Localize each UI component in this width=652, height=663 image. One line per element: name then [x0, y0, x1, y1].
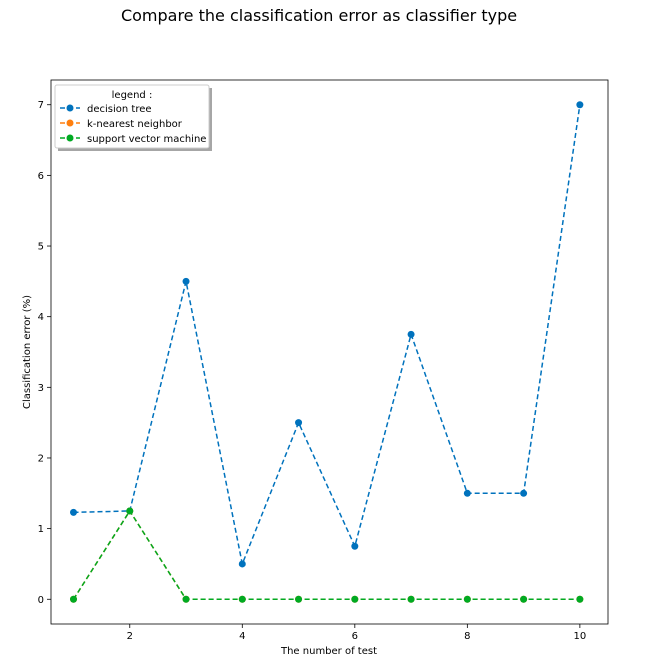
legend-marker [66, 104, 74, 112]
legend-label: decision tree [87, 104, 152, 115]
y-tick-label: 5 [38, 242, 44, 253]
data-point [238, 560, 246, 568]
data-point [70, 595, 78, 603]
y-axis: 0 1 2 3 4 5 6 7 [38, 100, 51, 606]
series-line [73, 104, 581, 567]
series-2 [70, 507, 584, 603]
y-tick-label: 7 [38, 100, 44, 111]
data-point [295, 595, 303, 603]
legend-entry: decision tree [60, 104, 152, 115]
y-tick-label: 3 [38, 383, 44, 394]
legend-box [54, 84, 210, 149]
chart-title: Compare the classification error as clas… [121, 6, 517, 25]
data-point [238, 595, 246, 603]
y-axis-label: Classification error (%) [22, 295, 33, 409]
series-line [72, 509, 580, 601]
legend-label: support vector machine [87, 134, 206, 145]
y-tick-label: 2 [38, 453, 44, 464]
series-1 [70, 101, 584, 568]
y-tick-label: 4 [38, 312, 44, 323]
data-point [182, 277, 190, 285]
series-layer [70, 101, 584, 603]
data-point [407, 595, 415, 603]
legend-entry: k-nearest neighbor [60, 119, 183, 130]
data-point [520, 489, 528, 497]
series-line [72, 509, 580, 601]
data-point [70, 508, 78, 516]
data-point [295, 419, 303, 427]
data-point [407, 330, 415, 338]
y-tick-label: 1 [38, 524, 44, 535]
x-tick-label: 4 [239, 631, 245, 642]
data-point [520, 595, 528, 603]
legend: legend : decision tree k-nearest neighbor… [54, 84, 212, 151]
data-point [351, 542, 359, 550]
data-point [576, 101, 584, 109]
legend-marker [66, 119, 74, 127]
legend-entry: support vector machine [60, 134, 206, 145]
x-axis-label: The number of test [280, 646, 377, 657]
plot-frame [50, 79, 609, 625]
data-point [351, 595, 359, 603]
legend-title: legend : [112, 90, 153, 101]
data-point [463, 489, 471, 497]
x-axis: 2 4 6 8 10 [127, 624, 587, 642]
legend-marker [66, 134, 74, 142]
data-point [126, 507, 134, 515]
y-tick-label: 0 [38, 595, 44, 606]
series-3 [70, 507, 584, 603]
legend-label: k-nearest neighbor [87, 119, 183, 130]
data-point [576, 595, 584, 603]
data-point [463, 595, 471, 603]
x-tick-label: 10 [574, 631, 587, 642]
y-tick-label: 6 [38, 171, 44, 182]
x-tick-label: 2 [127, 631, 133, 642]
x-tick-label: 6 [352, 631, 358, 642]
x-tick-label: 8 [464, 631, 470, 642]
data-point [182, 595, 190, 603]
